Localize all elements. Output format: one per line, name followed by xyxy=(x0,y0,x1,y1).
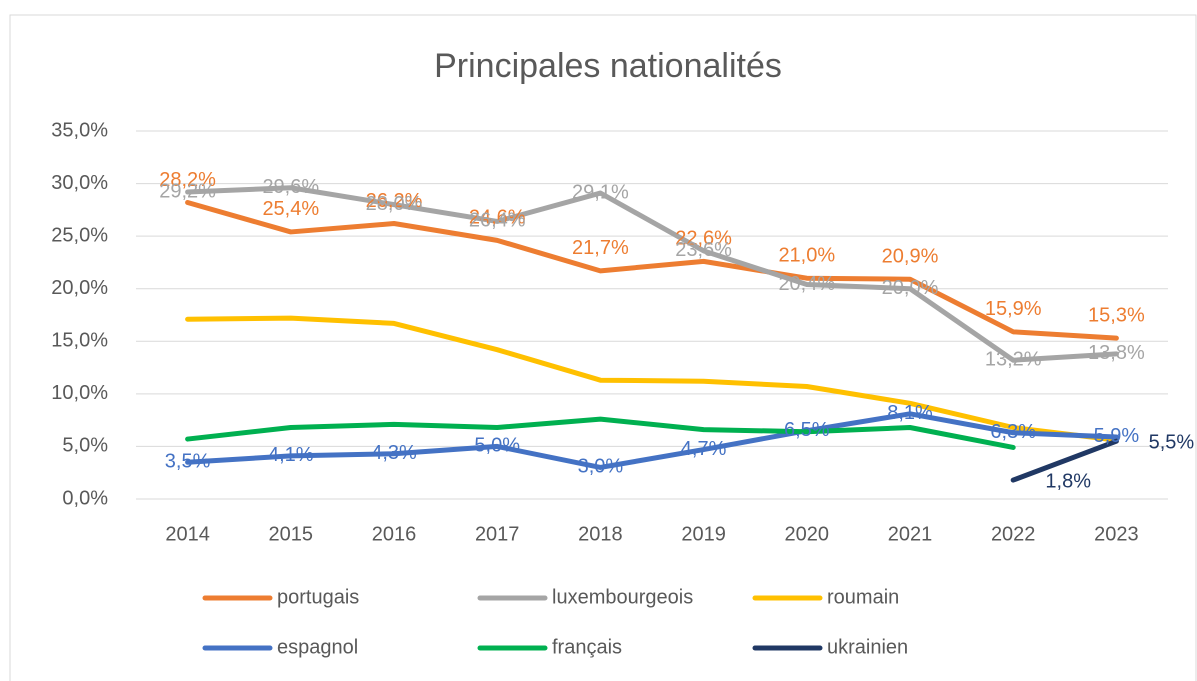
data-label: 4,1% xyxy=(268,444,314,466)
legend-label: ukrainien xyxy=(827,636,908,658)
y-tick-label: 25,0% xyxy=(51,224,108,246)
y-tick-label: 30,0% xyxy=(51,172,108,194)
chart-title: Principales nationalités xyxy=(434,47,782,85)
data-label: 15,3% xyxy=(1088,304,1145,326)
data-label: 28,0% xyxy=(366,193,423,215)
x-tick-label: 2023 xyxy=(1094,523,1139,545)
data-label: 8,1% xyxy=(887,402,933,424)
data-label: 26,2% xyxy=(366,190,423,212)
data-label: 29,6% xyxy=(262,176,319,198)
x-tick-label: 2020 xyxy=(785,523,830,545)
y-tick-label: 35,0% xyxy=(51,119,108,141)
x-tick-label: 2021 xyxy=(888,523,933,545)
data-label: 6,3% xyxy=(990,421,1036,443)
series-line xyxy=(185,199,1119,341)
legend-label: portugais xyxy=(277,586,359,608)
data-label: 20,0% xyxy=(882,277,939,299)
data-label: 22,6% xyxy=(675,228,732,250)
y-tick-label: 10,0% xyxy=(51,382,108,404)
x-tick-label: 2022 xyxy=(991,523,1036,545)
data-label: 23,6% xyxy=(675,239,732,261)
x-tick-label: 2019 xyxy=(681,523,726,545)
series-line xyxy=(185,411,1119,470)
data-label: 20,4% xyxy=(778,273,835,295)
y-tick-label: 0,0% xyxy=(62,487,108,509)
data-label: 5,9% xyxy=(1094,425,1140,447)
data-label: 3,0% xyxy=(578,456,624,478)
series-line xyxy=(1010,438,1119,483)
data-label: 1,8% xyxy=(1045,470,1091,492)
x-tick-label: 2017 xyxy=(475,523,520,545)
data-label: 20,9% xyxy=(882,246,939,268)
data-label: 3,5% xyxy=(165,450,211,472)
series-line xyxy=(185,185,1119,363)
legend-label: français xyxy=(552,636,622,658)
data-label: 5,5% xyxy=(1149,431,1195,453)
data-label: 21,7% xyxy=(572,237,629,259)
x-tick-label: 2016 xyxy=(372,523,417,545)
legend-label: luxembourgeois xyxy=(552,586,693,608)
data-label: 29,1% xyxy=(572,181,629,203)
legend-label: espagnol xyxy=(277,636,358,658)
y-tick-label: 5,0% xyxy=(62,435,108,457)
data-label: 25,4% xyxy=(262,198,319,220)
data-label: 24,6% xyxy=(469,207,526,229)
data-label: 6,5% xyxy=(784,419,830,441)
data-label: 4,3% xyxy=(371,442,417,464)
y-tick-label: 20,0% xyxy=(51,277,108,299)
data-label: 29,2% xyxy=(159,180,216,202)
data-label: 15,9% xyxy=(985,298,1042,320)
data-label: 5,0% xyxy=(474,435,520,457)
series-line xyxy=(185,416,1016,450)
series-line xyxy=(185,315,1119,443)
x-tick-label: 2014 xyxy=(165,523,210,545)
x-tick-label: 2018 xyxy=(578,523,623,545)
data-label: 4,7% xyxy=(681,438,727,460)
data-label: 28,2% xyxy=(159,169,216,191)
data-label: 26,4% xyxy=(469,210,526,232)
data-label: 13,8% xyxy=(1088,342,1145,364)
y-tick-label: 15,0% xyxy=(51,330,108,352)
x-tick-label: 2015 xyxy=(269,523,314,545)
data-label: 13,2% xyxy=(985,348,1042,370)
legend-label: roumain xyxy=(827,586,899,608)
data-label: 21,0% xyxy=(778,244,835,266)
